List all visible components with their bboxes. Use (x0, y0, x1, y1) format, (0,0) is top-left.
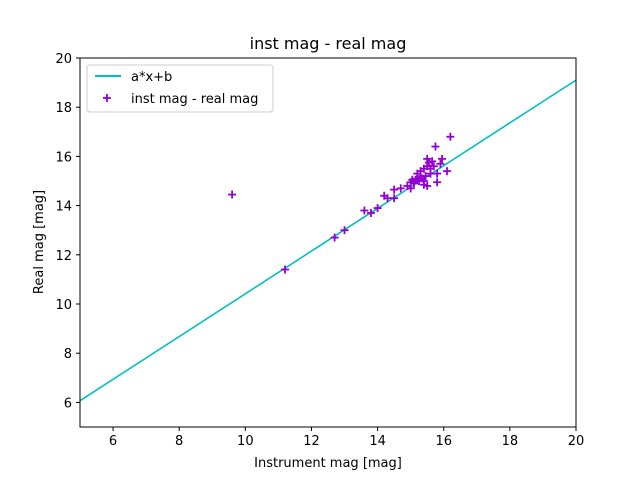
legend-label-fit: a*x+b (131, 70, 172, 85)
x-tick-label: 8 (175, 434, 183, 449)
legend-plus-marker (103, 94, 111, 102)
legend: a*x+b inst mag - real mag (86, 64, 274, 113)
data-point (429, 162, 438, 171)
fit-line (79, 79, 577, 402)
data-point (281, 265, 290, 274)
data-point (433, 169, 442, 178)
legend-label-points: inst mag - real mag (131, 92, 258, 107)
y-tick-label: 16 (55, 150, 72, 165)
plot-area (79, 57, 577, 428)
y-tick-label: 10 (55, 298, 72, 313)
data-point (373, 204, 382, 213)
y-tick-label: 20 (55, 52, 72, 67)
legend-marker-swatch (103, 94, 111, 102)
y-axis: 6 8 10 12 14 16 18 20 (55, 52, 80, 411)
y-tick-label: 6 (64, 396, 72, 411)
data-point (431, 142, 440, 151)
data-point (436, 159, 445, 168)
data-point (409, 179, 418, 188)
data-point (396, 184, 405, 193)
data-point (428, 157, 437, 166)
data-point (413, 169, 422, 178)
x-axis-label: Instrument mag [mag] (254, 456, 402, 471)
data-point (340, 226, 349, 235)
data-point (446, 132, 455, 141)
x-tick-label: 14 (369, 434, 386, 449)
y-tick-label: 18 (55, 101, 72, 116)
data-point (438, 154, 447, 163)
y-tick-label: 8 (64, 347, 72, 362)
x-tick-label: 12 (303, 434, 320, 449)
data-point (330, 233, 339, 242)
data-point (366, 208, 375, 217)
data-point (228, 190, 237, 199)
data-point (443, 167, 452, 176)
x-tick-label: 16 (435, 434, 452, 449)
axes-frame (79, 57, 577, 428)
x-tick-label: 20 (568, 434, 585, 449)
data-point (421, 172, 430, 181)
data-point (360, 206, 369, 215)
x-axis: 6 8 10 12 14 16 18 20 (109, 427, 584, 449)
y-tick-label: 12 (55, 249, 72, 264)
x-tick-label: 10 (237, 434, 254, 449)
y-axis-label: Real mag [mag] (32, 190, 47, 294)
data-point (433, 178, 442, 187)
data-point (423, 154, 432, 163)
legend-box (86, 64, 274, 113)
data-point (390, 194, 399, 203)
y-tick-label: 14 (55, 200, 72, 215)
series-layer (79, 79, 577, 402)
data-point (390, 185, 399, 194)
x-tick-label: 18 (502, 434, 519, 449)
data-point (419, 177, 428, 185)
x-tick-label: 6 (109, 434, 117, 449)
data-point (423, 181, 432, 190)
chart-title: inst mag - real mag (250, 34, 407, 53)
